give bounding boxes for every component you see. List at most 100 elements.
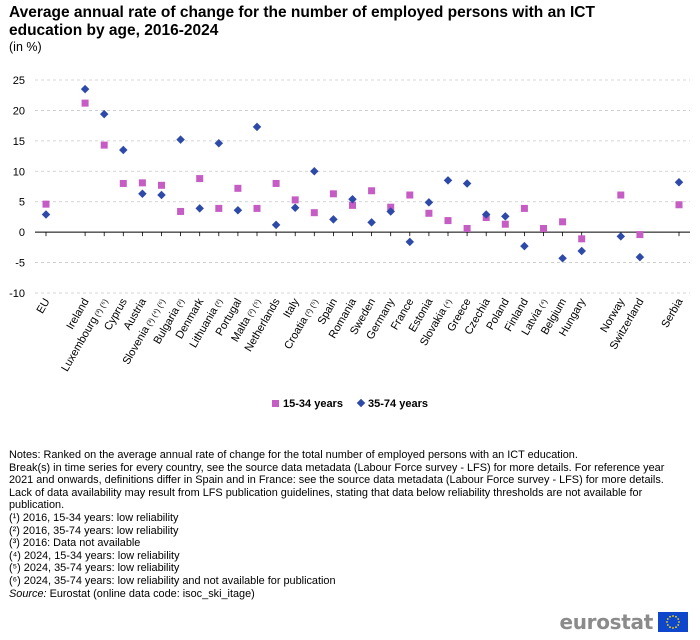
data-point-35-74 <box>119 145 128 155</box>
data-point-35-74 <box>41 210 51 219</box>
flag-star <box>672 627 674 629</box>
data-point-35-74 <box>80 84 90 94</box>
x-category-label: EU <box>35 296 53 315</box>
footnote-3: (³) 2016: Data not available <box>9 537 141 550</box>
data-point-15-34 <box>387 203 395 211</box>
chart-title: Average annual rate of change for the nu… <box>9 4 595 39</box>
source-line: Source: Eurostat (online data code: isoc… <box>9 588 689 601</box>
flag-star <box>666 618 669 620</box>
data-point-35-74 <box>252 122 262 132</box>
data-point-15-34 <box>234 184 242 192</box>
flag-star <box>666 624 669 626</box>
data-point-15-34 <box>215 204 223 212</box>
legend-item-15-34: 15-34 years <box>272 398 343 410</box>
data-point-15-34 <box>559 218 567 226</box>
data-point-15-34 <box>444 217 452 225</box>
data-point-15-34 <box>501 220 509 228</box>
flag-field <box>658 612 688 632</box>
data-point-35-74 <box>271 220 281 230</box>
eurostat-logo: eurostat <box>559 610 688 634</box>
data-point-35-74 <box>195 204 204 213</box>
data-point-15-34 <box>291 196 299 204</box>
note-breaks: Break(s) in time series for every countr… <box>9 461 665 487</box>
data-point-15-34 <box>42 200 50 208</box>
flag-star <box>677 624 680 626</box>
data-point-35-74 <box>577 246 586 256</box>
data-point-15-34 <box>540 224 547 232</box>
data-point-35-74 <box>138 189 147 199</box>
data-point-15-34 <box>81 99 89 107</box>
y-tick-label: 0 <box>19 227 25 239</box>
y-tick-label: 5 <box>19 197 25 209</box>
y-tick-label: -10 <box>9 288 25 300</box>
data-point-15-34 <box>272 179 280 187</box>
data-point-35-74 <box>157 190 166 200</box>
data-point-35-74 <box>616 232 626 241</box>
flag-star <box>666 621 668 623</box>
legend-label-35-74: 35-74 years <box>368 398 428 411</box>
flag-star <box>678 621 680 623</box>
data-point-35-74 <box>520 241 529 251</box>
data-point-15-34 <box>675 201 683 209</box>
footnote-1: (¹) 2016, 15-34 years: low reliability <box>9 511 179 524</box>
chart-legend: 15-34 years 35-74 years <box>0 398 700 410</box>
data-point-35-74 <box>367 218 376 227</box>
legend-diamond-marker-icon <box>356 398 366 408</box>
eurostat-logo-text: eurostat <box>559 610 653 634</box>
y-tick-label: 15 <box>13 136 25 148</box>
data-point-35-74 <box>386 207 395 216</box>
y-tick-label: 25 <box>13 75 25 87</box>
data-point-15-34 <box>425 209 433 217</box>
legend-label-15-34: 15-34 years <box>283 398 343 411</box>
flag-star <box>677 618 680 620</box>
data-point-15-34 <box>158 181 165 189</box>
footnote-5: (⁵) 2024, 35-74 years: low reliability <box>9 562 180 575</box>
y-tick-label: 20 <box>13 105 25 117</box>
data-point-35-74 <box>558 254 567 263</box>
data-point-15-34 <box>310 209 318 217</box>
data-point-35-74 <box>176 135 185 144</box>
note-availability: Lack of data availability may result fro… <box>9 486 643 512</box>
data-point-35-74 <box>99 109 109 119</box>
flag-star <box>672 615 674 617</box>
flag-star <box>675 615 677 618</box>
legend-square-marker-icon <box>272 399 280 407</box>
data-point-35-74 <box>348 195 357 204</box>
data-point-15-34 <box>578 235 586 243</box>
footnote-6: (⁶) 2024, 35-74 years: low reliability a… <box>9 574 336 587</box>
chart-unit-label: (in %) <box>9 40 42 54</box>
data-point-35-74 <box>462 179 472 188</box>
y-tick-label: 10 <box>13 166 25 178</box>
flag-star <box>675 626 677 629</box>
data-point-35-74 <box>674 177 684 187</box>
data-point-35-74 <box>310 167 319 176</box>
data-point-35-74 <box>290 203 300 213</box>
data-point-15-34 <box>329 190 337 198</box>
data-point-15-34 <box>253 204 261 212</box>
data-point-15-34 <box>138 179 146 187</box>
footnote-4: (⁴) 2024, 15-34 years: low reliability <box>9 549 180 562</box>
source-text: Eurostat (online data code: isoc_ski_ita… <box>46 587 255 600</box>
footnote-2: (²) 2016, 35-74 years: low reliability <box>9 524 179 537</box>
data-point-15-34 <box>349 201 356 209</box>
data-point-15-34 <box>368 187 376 195</box>
note-ranking: Notes: Ranked on the average annual rate… <box>9 449 578 461</box>
data-point-15-34 <box>617 191 625 199</box>
data-point-35-74 <box>329 215 338 224</box>
data-point-35-74 <box>443 176 453 185</box>
data-point-15-34 <box>406 191 414 199</box>
notes-block: Notes: Ranked on the average annual rate… <box>9 449 689 600</box>
flag-star <box>669 626 671 629</box>
data-point-15-34 <box>463 224 471 232</box>
y-tick-label: -5 <box>15 258 25 270</box>
data-point-35-74 <box>233 205 243 215</box>
data-point-35-74 <box>635 252 645 262</box>
data-point-15-34 <box>636 231 644 239</box>
data-point-15-34 <box>177 207 185 215</box>
data-point-15-34 <box>100 141 108 149</box>
data-point-35-74 <box>214 139 224 148</box>
data-point-35-74 <box>481 210 491 219</box>
source-label: Source: <box>9 587 47 600</box>
data-point-35-74 <box>501 212 510 221</box>
